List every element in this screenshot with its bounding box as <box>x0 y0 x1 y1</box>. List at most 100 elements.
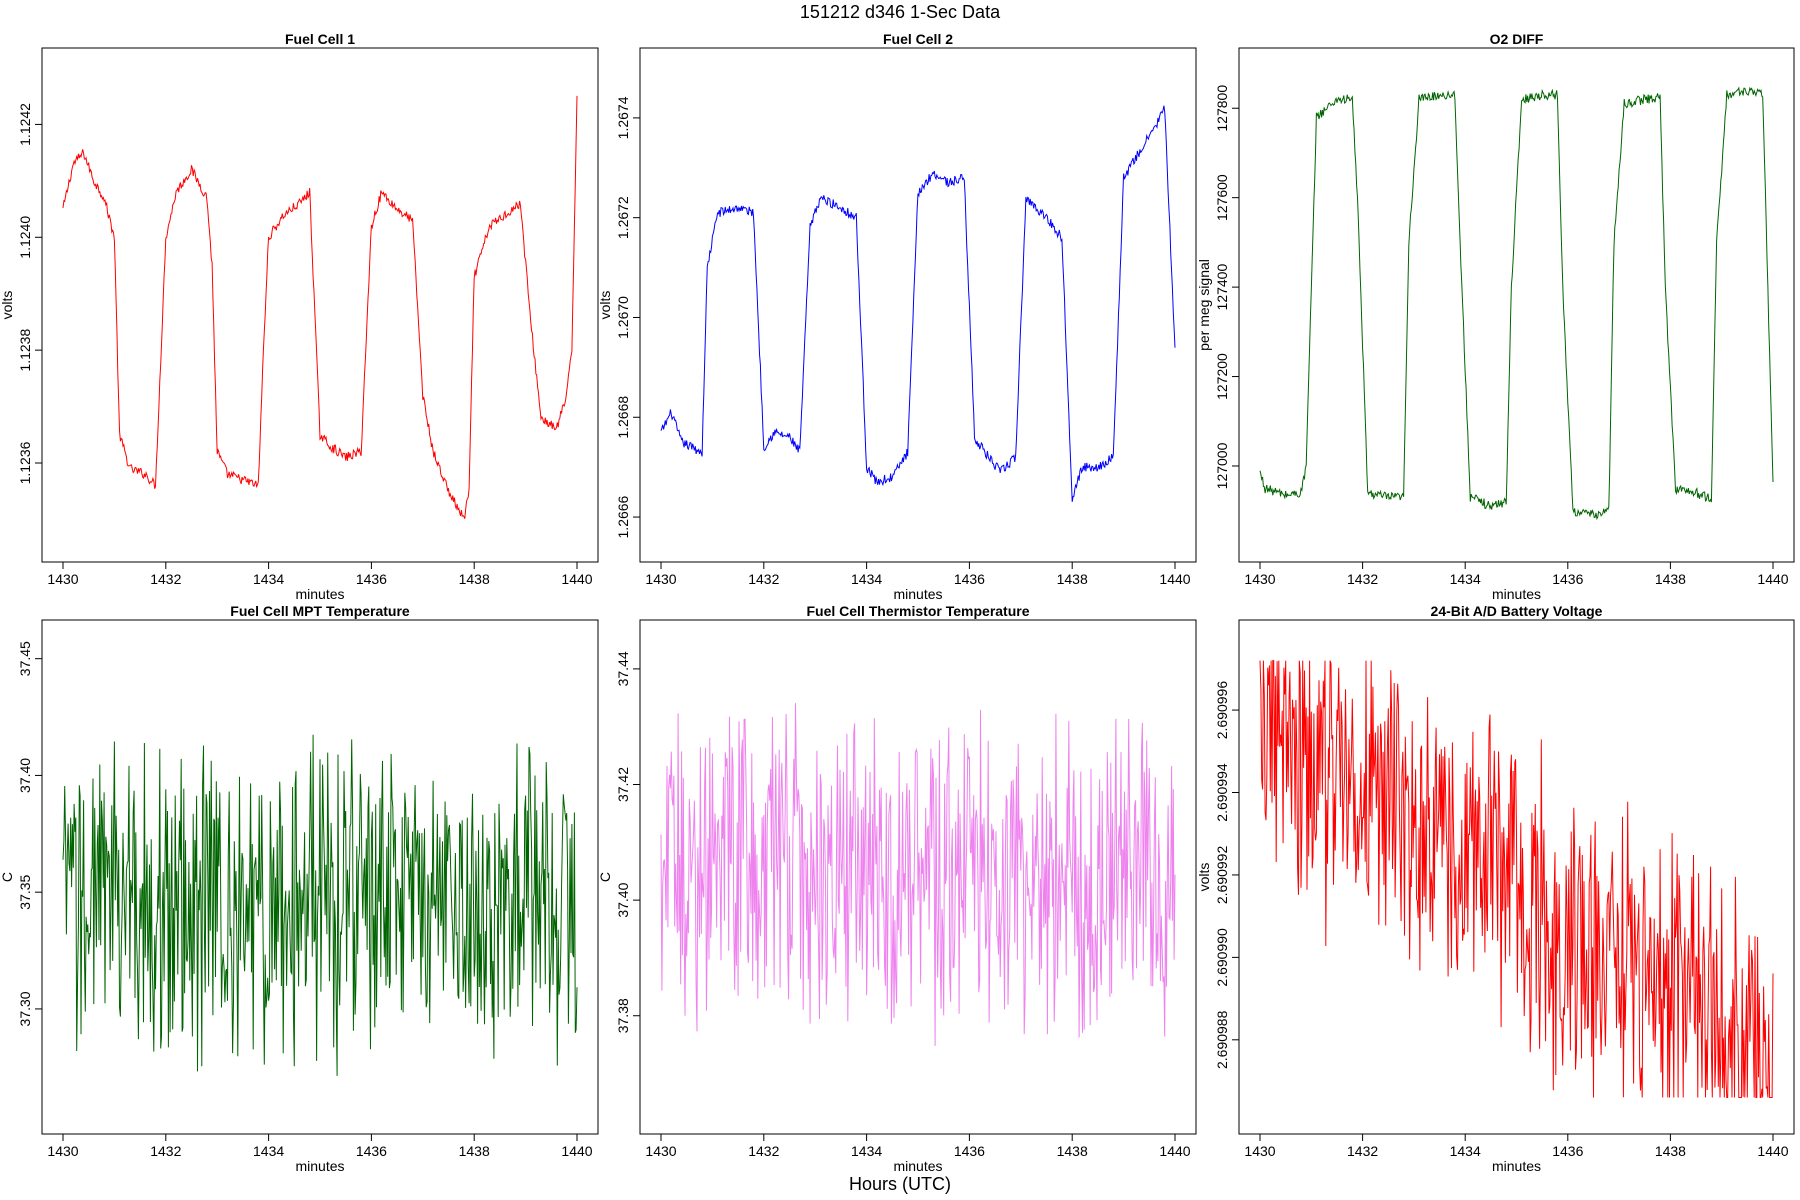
x-axis-label: minutes <box>295 586 344 602</box>
y-tick-label: 127000 <box>1214 442 1230 489</box>
panel-6: 24-Bit A/D Battery Voltage 1430 1432 1434 14… <box>1196 603 1795 1174</box>
y-tick-label: 1.2674 <box>615 96 631 139</box>
panel-5: Fuel Cell Thermistor Temperature 1430 1432… <box>597 603 1197 1174</box>
series-line <box>660 105 1176 502</box>
panel-1: Fuel Cell 1 1430 1432 1434 1436 1438 1440 minut… <box>0 31 599 602</box>
x-tick-label: 1436 <box>954 571 985 587</box>
x-tick-label: 1440 <box>1159 1143 1190 1159</box>
x-tick-label: 1440 <box>1757 1143 1788 1159</box>
x-tick-label: 1434 <box>851 571 882 587</box>
x-tick-label: 1438 <box>459 1143 490 1159</box>
plot-frame <box>41 619 599 1135</box>
panel-title: Fuel Cell 2 <box>883 31 953 47</box>
x-tick-label: 1434 <box>253 571 284 587</box>
series-line <box>1259 86 1774 521</box>
panel-2: Fuel Cell 2 1430 1432 1434 1436 1438 1440 minut… <box>597 31 1197 602</box>
y-axis-label: C <box>597 872 613 882</box>
y-axis-label: volts <box>1196 863 1212 892</box>
y-tick-label: 1.1240 <box>17 216 33 259</box>
x-tick-label: 1430 <box>47 571 78 587</box>
x-tick-label: 1440 <box>561 571 592 587</box>
x-tick-label: 1434 <box>253 1143 284 1159</box>
plot-frame <box>1238 47 1795 563</box>
figure-xlabel: Hours (UTC) <box>849 1174 951 1194</box>
y-tick-label: 37.40 <box>615 882 631 917</box>
x-tick-label: 1438 <box>1655 571 1686 587</box>
x-tick-label: 1430 <box>645 571 676 587</box>
panel-title: O2 DIFF <box>1490 31 1544 47</box>
x-axis-label: minutes <box>893 1158 942 1174</box>
y-tick-label: 1.1238 <box>17 329 33 372</box>
x-tick-label: 1432 <box>748 1143 779 1159</box>
x-tick-label: 1436 <box>954 1143 985 1159</box>
y-tick-label: 2.690990 <box>1214 928 1230 987</box>
x-tick-label: 1432 <box>1347 571 1378 587</box>
panel-title: 24-Bit A/D Battery Voltage <box>1431 603 1603 619</box>
y-tick-label: 1.1242 <box>17 103 33 146</box>
x-tick-label: 1440 <box>1757 571 1788 587</box>
plot-frame <box>1238 619 1795 1135</box>
series-line <box>62 734 578 1076</box>
y-tick-label: 1.2670 <box>615 296 631 339</box>
panel-3: O2 DIFF 1430 1432 1434 1436 1438 1440 minutes 12… <box>1196 31 1795 602</box>
panel-title: Fuel Cell MPT Temperature <box>230 603 410 619</box>
x-axis-label: minutes <box>893 586 942 602</box>
y-tick-label: 127200 <box>1214 353 1230 400</box>
y-tick-label: 2.690988 <box>1214 1010 1230 1069</box>
x-axis-label: minutes <box>295 1158 344 1174</box>
y-tick-label: 2.690994 <box>1214 763 1230 822</box>
plot-frame <box>41 47 599 563</box>
plot-frame <box>639 619 1197 1135</box>
x-tick-label: 1436 <box>356 571 387 587</box>
x-tick-label: 1438 <box>459 571 490 587</box>
panel-4: Fuel Cell MPT Temperature 1430 1432 1434 143… <box>0 603 599 1174</box>
figure-title: 151212 d346 1-Sec Data <box>800 2 1001 22</box>
x-tick-label: 1436 <box>1552 571 1583 587</box>
y-tick-label: 37.35 <box>17 874 33 909</box>
y-tick-label: 2.690996 <box>1214 681 1230 740</box>
x-tick-label: 1440 <box>561 1143 592 1159</box>
y-axis-label: per meg signal <box>1196 259 1212 351</box>
y-tick-label: 2.690992 <box>1214 846 1230 905</box>
y-tick-label: 127600 <box>1214 174 1230 221</box>
series-line <box>660 703 1176 1046</box>
series-line <box>1259 660 1774 1098</box>
x-tick-label: 1438 <box>1655 1143 1686 1159</box>
x-tick-label: 1430 <box>1244 1143 1275 1159</box>
x-tick-label: 1436 <box>1552 1143 1583 1159</box>
y-tick-label: 1.2666 <box>615 495 631 538</box>
x-tick-label: 1432 <box>150 1143 181 1159</box>
plot-frame <box>639 47 1197 563</box>
y-tick-label: 37.40 <box>17 758 33 793</box>
y-tick-label: 37.38 <box>615 998 631 1033</box>
y-axis-label: C <box>0 872 15 882</box>
x-tick-label: 1440 <box>1159 571 1190 587</box>
x-tick-label: 1434 <box>1450 571 1481 587</box>
y-tick-label: 1.2668 <box>615 396 631 439</box>
y-axis-label: volts <box>0 291 15 320</box>
y-tick-label: 1.1236 <box>17 441 33 484</box>
y-tick-label: 127400 <box>1214 264 1230 311</box>
x-tick-label: 1434 <box>1450 1143 1481 1159</box>
x-tick-label: 1438 <box>1057 571 1088 587</box>
x-tick-label: 1432 <box>1347 1143 1378 1159</box>
x-tick-label: 1430 <box>1244 571 1275 587</box>
x-tick-label: 1432 <box>748 571 779 587</box>
y-tick-label: 127800 <box>1214 85 1230 132</box>
panels: Fuel Cell 1 1430 1432 1434 1436 1438 1440 minut… <box>0 31 1795 1174</box>
y-tick-label: 37.45 <box>17 641 33 676</box>
x-tick-label: 1430 <box>47 1143 78 1159</box>
series-line <box>62 95 578 519</box>
x-tick-label: 1434 <box>851 1143 882 1159</box>
y-tick-label: 37.42 <box>615 767 631 802</box>
x-tick-label: 1436 <box>356 1143 387 1159</box>
x-axis-label: minutes <box>1492 586 1541 602</box>
x-tick-label: 1438 <box>1057 1143 1088 1159</box>
y-tick-label: 37.44 <box>615 651 631 686</box>
y-tick-label: 1.2672 <box>615 196 631 239</box>
panel-title: Fuel Cell Thermistor Temperature <box>806 603 1029 619</box>
x-tick-label: 1430 <box>645 1143 676 1159</box>
y-axis-label: volts <box>597 291 613 320</box>
panel-title: Fuel Cell 1 <box>285 31 355 47</box>
